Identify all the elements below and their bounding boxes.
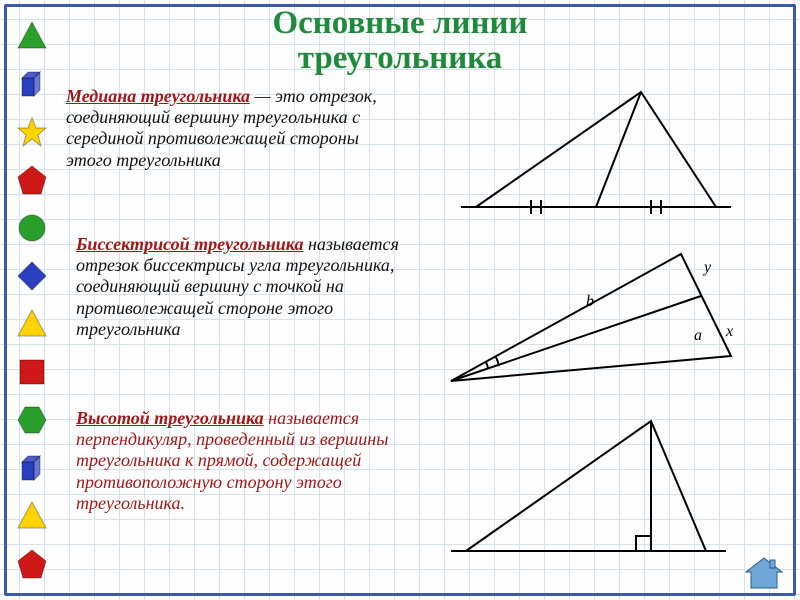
decorative-shape-sidebar — [10, 14, 54, 586]
altitude-term: Высотой треугольника — [76, 408, 264, 428]
sidebar-shape — [16, 500, 48, 532]
bisector-block: Биссектрисой треугольника называется отр… — [76, 234, 406, 340]
bisector-term: Биссектрисой треугольника — [76, 234, 303, 254]
sidebar-shape — [16, 164, 48, 196]
sidebar-shape — [16, 452, 48, 484]
median-block: Медиана треугольника — это отрезок, соед… — [66, 86, 396, 171]
sidebar-shape — [16, 548, 48, 580]
sidebar-shape — [16, 356, 48, 388]
label-b: b — [586, 293, 594, 310]
sidebar-shape — [16, 404, 48, 436]
title-line-2: треугольника — [0, 41, 800, 76]
sidebar-shape — [16, 116, 48, 148]
altitude-block: Высотой треугольника называется перпенди… — [76, 408, 396, 514]
label-y: y — [702, 259, 712, 276]
home-icon[interactable] — [744, 556, 784, 590]
title-line-1: Основные линии — [0, 6, 800, 41]
altitude-diagram — [446, 406, 736, 566]
label-a: a — [694, 327, 702, 344]
label-x: x — [725, 323, 733, 340]
sidebar-shape — [16, 260, 48, 292]
sidebar-shape — [16, 308, 48, 340]
bisector-diagram: b a x y — [436, 236, 746, 396]
slide-page: Основные линии треугольника Медиана треу… — [0, 0, 800, 600]
slide-title: Основные линии треугольника — [0, 6, 800, 75]
median-diagram — [456, 82, 736, 222]
content-area: Медиана треугольника — это отрезок, соед… — [66, 86, 786, 586]
sidebar-shape — [16, 212, 48, 244]
median-term: Медиана треугольника — [66, 86, 250, 106]
